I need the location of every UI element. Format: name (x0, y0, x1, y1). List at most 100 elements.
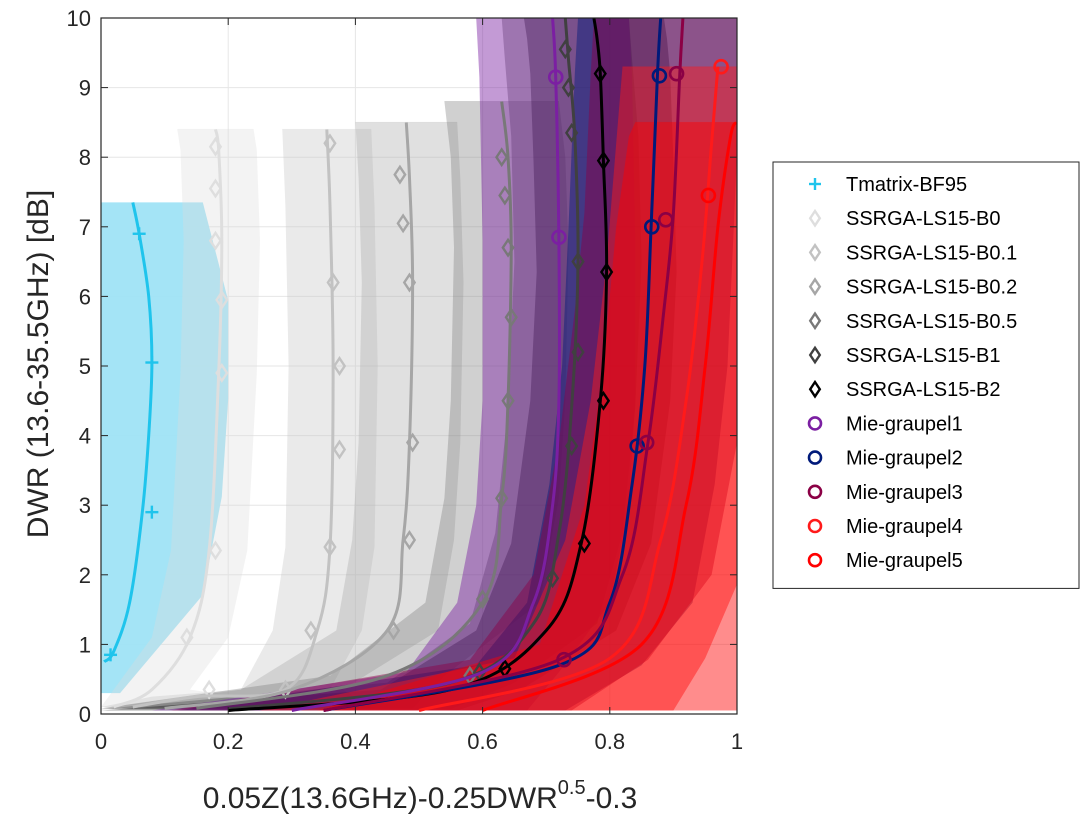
series-line (132, 129, 335, 709)
data-point (556, 651, 572, 668)
data-point (808, 243, 822, 262)
legend-label: Mie-graupel2 (846, 448, 963, 470)
x-tick-label: 0.6 (467, 729, 498, 754)
data-point (501, 390, 515, 411)
data-point (402, 530, 417, 550)
x-tick-label: 0.2 (213, 729, 244, 754)
data-point (208, 540, 223, 561)
data-point (564, 436, 579, 457)
data-point (651, 67, 668, 84)
y-tick-label: 1 (79, 632, 91, 657)
series-line (323, 18, 685, 712)
legend: Tmatrix-BF95 SSRGA-LS15-B0 SSRGA-LS15-B0.1… (772, 161, 1080, 589)
y-tick-label: 6 (79, 284, 91, 309)
uncertainty-band (101, 122, 464, 709)
data-point (643, 219, 660, 235)
data-point (700, 187, 717, 204)
data-point (807, 552, 823, 568)
x-axis-label-main: 0.05Z(13.6GHz)-0.25DWR (203, 782, 558, 815)
data-point (323, 536, 337, 557)
uncertainty-band (101, 202, 229, 694)
y-tick-label: 7 (79, 215, 91, 240)
data-point (577, 533, 592, 554)
legend-item: Mie-graupel3 (807, 482, 963, 504)
x-tick-label: 0.4 (340, 729, 371, 754)
series (132, 129, 347, 709)
uncertainty-band (171, 18, 737, 711)
data-point (596, 150, 611, 171)
legend-box (772, 161, 1080, 589)
data-point (593, 63, 607, 84)
legend-label: SSRGA-LS15-B0.2 (846, 277, 1017, 299)
data-point (495, 147, 509, 168)
data-point (495, 488, 509, 509)
data-point (304, 620, 318, 641)
legend-item: Tmatrix-BF95 (809, 174, 967, 196)
data-point (323, 133, 337, 154)
y-tick-label: 2 (79, 563, 91, 588)
legend-item: Mie-graupel1 (807, 413, 963, 435)
legend-item: Mie-graupel5 (807, 550, 963, 572)
data-point (561, 77, 576, 98)
legend-item: SSRGA-LS15-B0.1 (808, 242, 1017, 264)
data-point (180, 627, 194, 648)
data-point (545, 568, 560, 589)
series (103, 202, 159, 663)
y-tick-label: 4 (79, 424, 91, 449)
series (482, 121, 737, 712)
legend-label: Tmatrix-BF95 (846, 174, 967, 196)
legend-label: Mie-graupel3 (846, 482, 963, 504)
data-point (558, 39, 572, 60)
data-point (215, 362, 229, 383)
x-tick-label: 0 (95, 729, 107, 754)
data-point (547, 69, 564, 85)
data-point (808, 277, 822, 296)
y-tick-label: 3 (79, 493, 91, 518)
legend-item: SSRGA-LS15-B0 (808, 208, 1001, 230)
series-line (113, 129, 224, 709)
series (323, 18, 668, 712)
data-point (145, 505, 159, 519)
series (113, 129, 229, 709)
data-point (475, 589, 490, 610)
series-line (103, 202, 154, 663)
data-point (393, 164, 407, 185)
legend-label: SSRGA-LS15-B0.1 (846, 242, 1017, 264)
x-axis-label-exponent: 0.5 (558, 777, 586, 799)
y-tick-label: 8 (79, 145, 91, 170)
legend-item: Mie-graupel2 (807, 448, 963, 470)
data-point (808, 311, 822, 331)
uncertainty-band (317, 122, 737, 711)
data-point (501, 237, 515, 258)
legend-label: Mie-graupel5 (846, 550, 963, 572)
data-point (504, 307, 518, 328)
legend-item: SSRGA-LS15-B2 (808, 379, 1001, 401)
series-line (482, 121, 737, 712)
legend-label: SSRGA-LS15-B0.5 (846, 311, 1017, 333)
data-point (809, 178, 821, 190)
legend-item: SSRGA-LS15-B1 (808, 345, 1001, 367)
data-point (807, 484, 823, 500)
legend-item: SSRGA-LS15-B0.5 (808, 311, 1017, 333)
data-point (713, 58, 729, 75)
data-point (808, 345, 822, 365)
series (323, 18, 685, 712)
uncertainty-band (101, 18, 677, 711)
uncertainty-band (151, 18, 636, 711)
data-point (596, 390, 611, 411)
series-line (196, 101, 513, 710)
data-point (668, 65, 685, 82)
data-layer (101, 18, 737, 712)
uncertainty-band (101, 101, 569, 709)
data-point (402, 272, 417, 293)
data-point (208, 230, 223, 251)
data-point (332, 356, 347, 376)
y-tick-label: 9 (79, 76, 91, 101)
uncertainty-band (101, 129, 311, 707)
data-point (807, 416, 823, 431)
series-line (418, 66, 720, 712)
data-point (808, 208, 822, 228)
data-point (564, 122, 579, 143)
